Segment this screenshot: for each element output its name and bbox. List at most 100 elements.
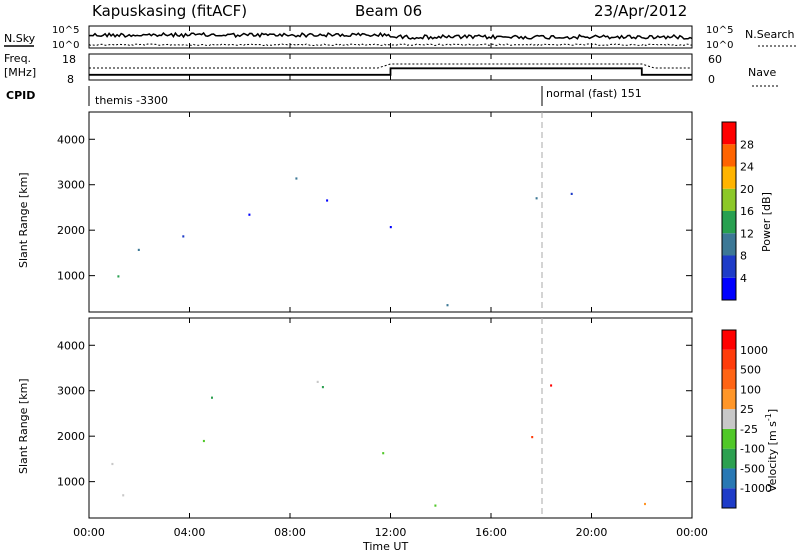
scatter-cell [535,197,538,200]
nave-trace [89,63,692,69]
colorbar-swatch [722,448,736,469]
colorbar-swatch [722,166,736,189]
scatter-cell [382,452,385,455]
colorbar-tick-label: 8 [740,250,747,263]
velocity-colorbar: 1000 500 100 25 -25 -100 -500 -1000 [721,329,772,509]
nsearch-tick-top: 10^5 [706,25,733,36]
power-cells [117,177,573,307]
scatter-cell [644,502,646,506]
freq-tick-bottom: 8 [67,73,74,86]
scatter-cell [248,213,251,216]
colorbar-tick-label: 24 [740,161,754,174]
scatter-cell [446,304,449,307]
colorbar-swatch [722,233,736,256]
colorbar-swatch [722,144,736,167]
xtick-label: 00:00 [73,526,105,539]
power-panel-frame [88,111,693,313]
scatter-cell [211,396,213,399]
station-title: Kapuskasing (fitACF) [92,2,247,20]
colorbar-swatch [722,369,736,390]
nsearch-tick-bottom: 10^0 [706,40,733,51]
scatter-cell [321,386,324,389]
xtick-label: 08:00 [274,526,306,539]
scatter-cell [182,235,185,238]
cpid-mode-themis: themis -3300 [95,94,168,107]
nsky-trace [88,31,693,41]
xtick-label: 12:00 [375,526,407,539]
colorbar-swatch [722,277,736,300]
time-axis: 00:00 04:00 08:00 12:00 16:00 20:00 00:00 [73,26,708,539]
power-ylabel: Slant Range [km] [17,172,30,268]
xtick-label: 00:00 [676,526,708,539]
ytick-label: 4000 [57,133,85,146]
nsky-tick-bottom: 10^0 [52,40,79,51]
nsky-label: N.Sky [4,32,36,45]
colorbar-swatch [722,389,736,410]
colorbar-swatch [722,468,736,489]
time-axis-label: Time UT [362,540,408,553]
scatter-cell [316,380,319,383]
cpid-mode-normal: normal (fast) 151 [546,87,642,100]
nave-tick-bottom: 0 [708,73,715,86]
colorbar-swatch [722,122,736,145]
freq-trace [89,67,692,76]
colorbar-tick-label: 100 [740,383,761,396]
power-yticks: 4000 3000 2000 1000 [57,133,692,283]
colorbar-swatch [722,211,736,234]
power-colorbar-label: Power [dB] [760,192,773,252]
colorbar-swatch [722,188,736,211]
colorbar-tick-label: 12 [740,227,754,240]
colorbar-tick-label: 28 [740,138,754,151]
freq-tick-top: 18 [62,53,76,66]
colorbar-tick-label: 1000 [740,344,768,357]
ytick-label: 2000 [57,430,85,443]
colorbar-tick-label: -500 [740,462,765,475]
scatter-cell [295,177,298,180]
velocity-colorbar-label: Velocity [m s-1] [764,409,779,492]
colorbar-swatch [722,488,736,508]
ytick-label: 1000 [57,476,85,489]
scatter-cell [531,436,534,439]
colorbar-swatch [722,330,736,350]
colorbar-tick-label: -100 [740,443,765,456]
colorbar-frame [721,329,737,509]
colorbar-swatch [722,428,736,449]
nave-label: Nave [748,66,776,79]
scatter-cell [570,192,573,195]
scatter-cell [122,494,125,497]
colorbar-swatch [722,349,736,370]
colorbar-swatch [722,255,736,278]
ytick-label: 2000 [57,224,85,237]
cpid-label: CPID [6,89,35,102]
scatter-cell [202,439,205,443]
freq-label-2: [MHz] [4,66,36,79]
ytick-label: 1000 [57,270,85,283]
colorbar-tick-label: 16 [740,205,754,218]
colorbar-frame [721,121,737,301]
nsky-tick-top: 10^5 [52,25,79,36]
colorbar-tick-label: 500 [740,364,761,377]
xtick-label: 20:00 [576,526,608,539]
scatter-cell [111,462,114,466]
scatter-cell [137,248,140,251]
colorbar-swatch [722,409,736,429]
colorbar-tick-label: 25 [740,403,754,416]
colorbar-tick-label: -1000 [740,482,772,495]
date-title: 23/Apr/2012 [594,2,687,20]
colorbar-tick-label: 20 [740,183,754,196]
velocity-cells [111,380,646,507]
freq-label-1: Freq. [4,52,31,65]
velocity-ylabel: Slant Range [km] [17,378,30,474]
scatter-cell [117,275,120,278]
xtick-label: 04:00 [174,526,206,539]
power-colorbar: 28 24 20 16 12 8 4 [721,121,754,301]
ytick-label: 3000 [57,179,85,192]
ytick-label: 4000 [57,339,85,352]
scatter-cell [550,384,553,387]
colorbar-tick-label: 4 [740,272,747,285]
beam-title: Beam 06 [355,2,422,20]
velocity-panel-frame [88,317,693,519]
nave-tick-top: 60 [708,53,722,66]
ytick-label: 3000 [57,385,85,398]
